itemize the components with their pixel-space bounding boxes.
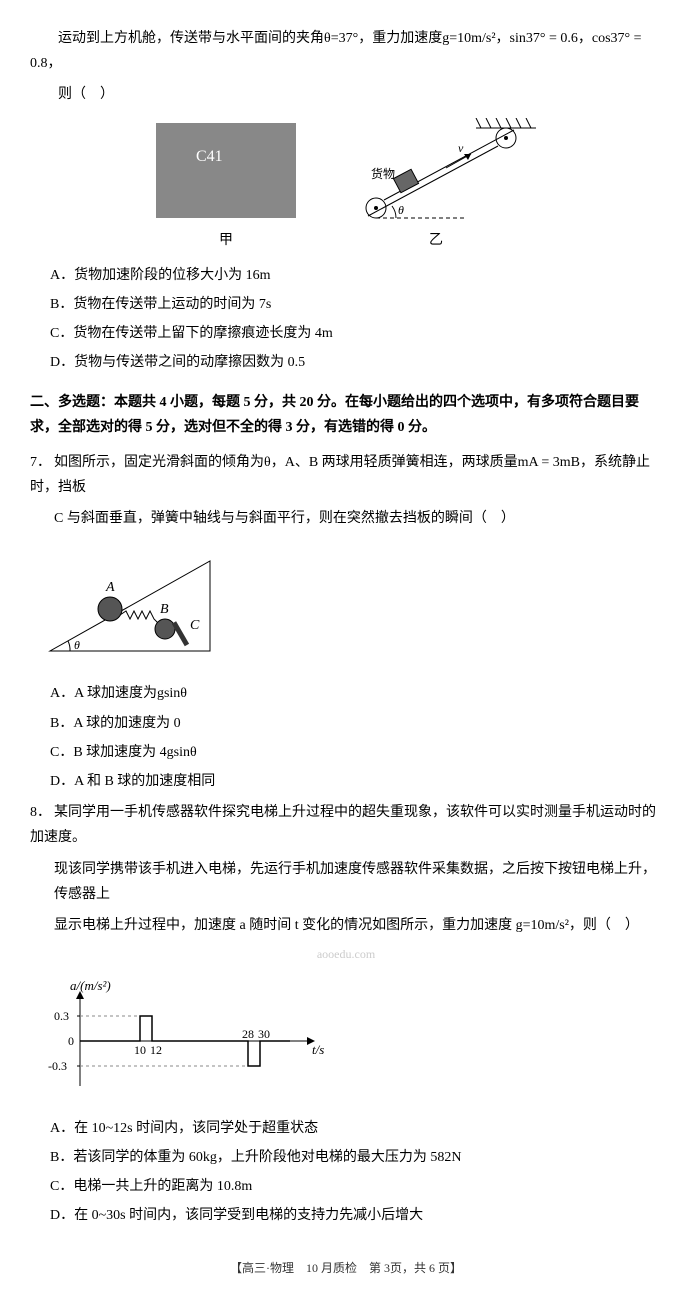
accel-chart-svg: a/(m/s²) 0.3 0 -0.3 10 12 28 30 t/s — [30, 976, 330, 1106]
q7-line2: C 与斜面垂直，弹簧中轴线与与斜面平行，则在突然撤去挡板的瞬间（ ） — [54, 506, 662, 531]
q8-chart: a/(m/s²) 0.3 0 -0.3 10 12 28 30 t/s — [30, 976, 662, 1106]
svg-text:12: 12 — [150, 1043, 162, 1057]
q8-line3: 显示电梯上升过程中，加速度 a 随时间 t 变化的情况如图所示，重力加速度 g=… — [54, 913, 662, 938]
q-top-line1: 运动到上方机舱，传送带与水平面间的夹角θ=37°，重力加速度g=10m/s²，s… — [30, 26, 662, 76]
svg-text:货物: 货物 — [371, 166, 395, 181]
page-footer: 【高三·物理 10 月质检 第 3页，共 6 页】 — [30, 1258, 662, 1280]
svg-text:28: 28 — [242, 1027, 254, 1041]
svg-text:θ: θ — [74, 638, 80, 652]
q7-opt-c: C．B 球加速度为 4gsinθ — [50, 740, 662, 765]
q-top-opt-c: C．货物在传送带上留下的摩擦痕迹长度为 4m — [50, 321, 662, 346]
svg-text:v: v — [458, 141, 464, 155]
svg-text:B: B — [160, 602, 169, 617]
q7-opt-b: B．A 球的加速度为 0 — [50, 711, 662, 736]
q7-opt-a: A．A 球加速度为gsinθ — [50, 681, 662, 706]
svg-text:0: 0 — [68, 1034, 74, 1048]
q7-line1: 7．如图所示，固定光滑斜面的倾角为θ，A、B 两球用轻质弹簧相连，两球质量mA … — [30, 450, 662, 500]
caption-left: 甲 — [156, 228, 296, 253]
conveyor-svg: 货物 v θ — [336, 118, 536, 228]
q8-line1: 8．某同学用一手机传感器软件探究电梯上升过程中的超失重现象，该软件可以实时测量手… — [30, 800, 662, 850]
caption-right: 乙 — [336, 228, 536, 253]
q7-opt-d: D．A 和 B 球的加速度相同 — [50, 769, 662, 794]
svg-text:t/s: t/s — [312, 1042, 324, 1057]
belt-diagram: 货物 v θ 乙 — [336, 118, 536, 253]
incline-svg: θ A B C — [30, 541, 230, 671]
photo-diagram: 甲 — [156, 123, 296, 252]
q-top-diagrams: 甲 货物 v θ — [30, 118, 662, 253]
svg-text:a/(m/s²): a/(m/s²) — [70, 978, 111, 993]
q8-num: 8． — [30, 800, 54, 825]
svg-text:θ: θ — [398, 203, 404, 217]
q8-line2: 现该同学携带该手机进入电梯，先运行手机加速度传感器软件采集数据，之后按下按钮电梯… — [54, 857, 662, 907]
svg-text:30: 30 — [258, 1027, 270, 1041]
svg-text:A: A — [105, 580, 115, 595]
q-top-line2: 则（ ） — [30, 82, 662, 107]
q8-opt-b: B．若该同学的体重为 60kg，上升阶段他对电梯的最大压力为 582N — [50, 1145, 662, 1170]
svg-text:0.3: 0.3 — [54, 1009, 69, 1023]
q-top-opt-d: D．货物与传送带之间的动摩擦因数为 0.5 — [50, 350, 662, 375]
q8-opt-c: C．电梯一共上升的距离为 10.8m — [50, 1174, 662, 1199]
svg-text:10: 10 — [134, 1043, 146, 1057]
q8-opt-d: D．在 0~30s 时间内，该同学受到电梯的支持力先减小后增大 — [50, 1203, 662, 1228]
watermark: aooedu.com — [30, 944, 662, 966]
q7-diagram: θ A B C — [30, 541, 662, 671]
svg-text:C: C — [190, 618, 200, 633]
section2-header: 二、多选题：本题共 4 小题，每题 5 分，共 20 分。在每小题给出的四个选项… — [30, 390, 662, 440]
q-top-opt-b: B．货物在传送带上运动的时间为 7s — [50, 292, 662, 317]
q7-num: 7． — [30, 450, 54, 475]
svg-text:-0.3: -0.3 — [48, 1059, 67, 1073]
q-top-opt-a: A．货物加速阶段的位移大小为 16m — [50, 263, 662, 288]
q8-opt-a: A．在 10~12s 时间内，该同学处于超重状态 — [50, 1116, 662, 1141]
